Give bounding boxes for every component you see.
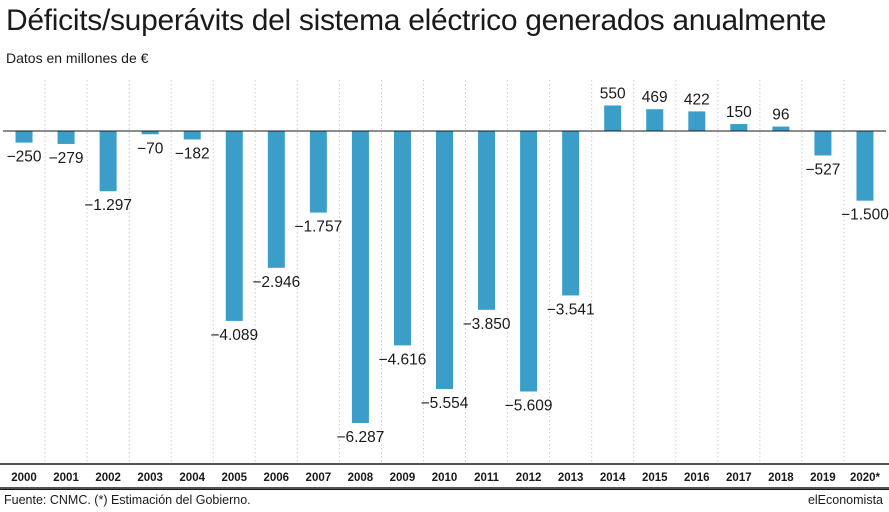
value-label: −3.850	[463, 316, 511, 333]
bar-2006	[267, 131, 285, 268]
x-axis-tick-labels: 2000 2001 2002 2003 2004 2005 2006 2007 2008 2009…	[11, 472, 880, 484]
publisher-brand: elEconomista	[807, 493, 883, 507]
value-label: −4.089	[210, 327, 258, 344]
tick-label: 2007	[306, 472, 332, 484]
value-label: −3.541	[547, 301, 595, 318]
value-label: −279	[49, 150, 84, 167]
bars	[15, 105, 874, 423]
tick-label: 2009	[390, 472, 416, 484]
bar-2013	[562, 131, 580, 296]
bar-2020	[856, 131, 874, 201]
bar-2011	[478, 131, 496, 310]
chart-subtitle: Datos en millones de €	[6, 50, 149, 66]
value-label: −2.946	[252, 274, 300, 291]
tick-label: 2000	[11, 472, 37, 484]
bar-2010	[436, 131, 453, 389]
tick-label: 2012	[516, 472, 542, 484]
tick-label: 2013	[558, 472, 584, 484]
tick-label: 2008	[348, 472, 374, 484]
grid-lines	[44, 80, 845, 464]
value-label: −4.616	[379, 351, 427, 368]
value-label: 96	[772, 107, 789, 124]
value-label: 422	[684, 91, 710, 108]
bar-2012	[520, 131, 538, 392]
tick-label: 2018	[768, 472, 794, 484]
tick-label: 2010	[432, 472, 458, 484]
tick-label: 2006	[264, 472, 290, 484]
value-label: 150	[726, 104, 752, 121]
value-label: −6.287	[336, 429, 384, 446]
tick-label: 2011	[474, 472, 500, 484]
bar-2005	[225, 131, 243, 321]
bar-2017	[730, 124, 748, 131]
value-label: −70	[137, 140, 164, 157]
value-label: −5.609	[505, 398, 553, 415]
bar-2018	[772, 126, 790, 131]
value-label: −1.500	[841, 207, 889, 224]
value-label: 469	[642, 89, 668, 106]
value-label: −250	[7, 149, 42, 166]
chart-title: Déficits/superávits del sistema eléctric…	[6, 4, 827, 37]
tick-label: 2017	[726, 472, 752, 484]
tick-label: 2016	[684, 472, 710, 484]
tick-label: 2002	[95, 472, 121, 484]
tick-label: 2015	[642, 472, 668, 484]
bar-2014	[604, 105, 622, 131]
value-label: 550	[600, 85, 626, 102]
tick-label: 2020*	[850, 472, 881, 484]
footer: Fuente: CNMC. (*) Estimación del Gobiern…	[0, 489, 889, 512]
value-label: −1.297	[84, 197, 132, 214]
bar-2009	[393, 131, 411, 346]
source-note: Fuente: CNMC. (*) Estimación del Gobiern…	[4, 493, 251, 507]
bar-2001	[57, 131, 75, 144]
bar-2008	[351, 131, 369, 423]
bar-2003	[141, 131, 159, 135]
tick-label: 2003	[137, 472, 163, 484]
tick-label: 2004	[179, 472, 205, 484]
value-label: −182	[175, 145, 210, 162]
tick-label: 2005	[221, 472, 247, 484]
bar-2015	[646, 109, 664, 131]
bar-chart: −250 −279 −1.297 −70 −182 −4.089 −2.946 −1.757 −…	[0, 80, 889, 489]
tick-label: 2001	[53, 472, 79, 484]
bar-2004	[183, 131, 201, 140]
bar-2019	[814, 131, 832, 156]
tick-label: 2019	[810, 472, 836, 484]
bar-2000	[15, 131, 33, 143]
value-labels: −250 −279 −1.297 −70 −182 −4.089 −2.946 −1.757 −…	[7, 85, 889, 446]
tick-label: 2014	[600, 472, 626, 484]
bar-2007	[309, 131, 327, 213]
bar-2016	[688, 111, 706, 131]
bar-2002	[99, 131, 117, 192]
value-label: −1.757	[294, 219, 342, 236]
value-label: −527	[805, 161, 840, 178]
value-label: −5.554	[421, 395, 469, 412]
